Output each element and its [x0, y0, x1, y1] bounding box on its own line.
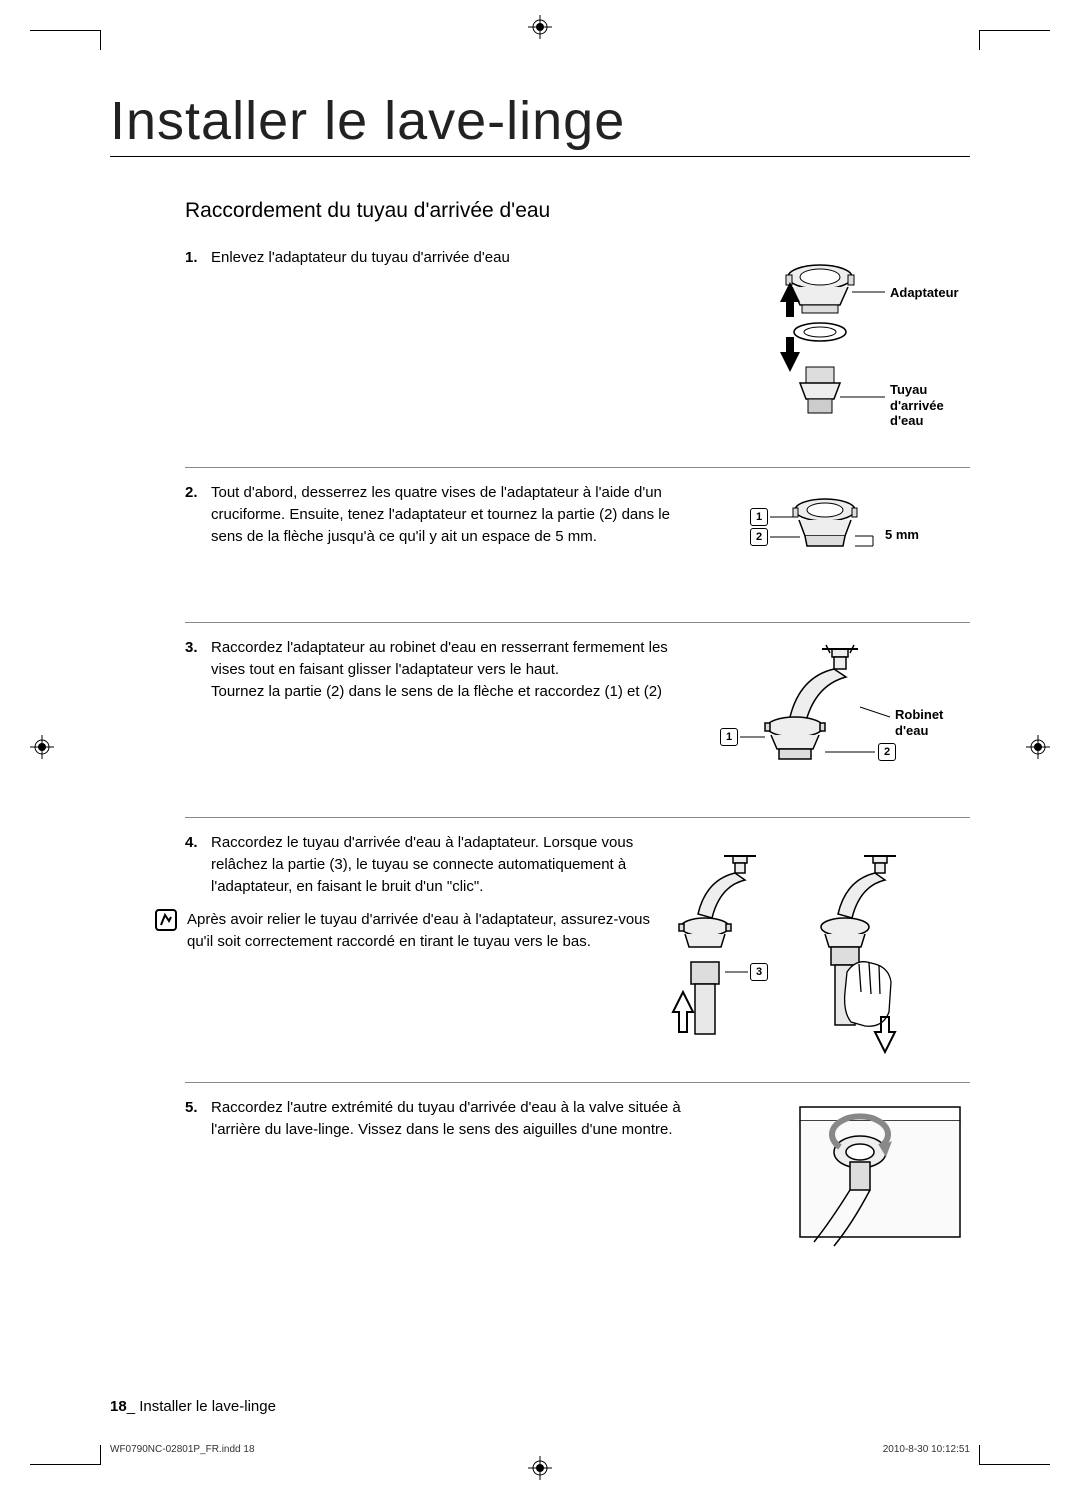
- step-text: Raccordez le tuyau d'arrivée d'eau à l'a…: [211, 832, 650, 897]
- step-3: 3. Raccordez l'adaptateur au robinet d'e…: [185, 622, 970, 797]
- registration-mark-icon: [528, 15, 552, 39]
- crop-mark: [980, 30, 1050, 31]
- step-number: 5.: [185, 1097, 203, 1141]
- print-file-meta: WF0790NC-02801P_FR.indd 18: [110, 1444, 255, 1455]
- section-subtitle: Raccordement du tuyau d'arrivée d'eau: [185, 199, 970, 223]
- step-text: Enlevez l'adaptateur du tuyau d'arrivée …: [211, 247, 510, 269]
- step-number: 4.: [185, 832, 203, 897]
- page-content: Installer le lave-linge Raccordement du …: [110, 90, 970, 1247]
- note-icon: [155, 909, 177, 931]
- diagram-label: 5 mm: [885, 527, 919, 543]
- crop-mark: [980, 1464, 1050, 1465]
- crop-mark: [100, 30, 101, 50]
- diagram-step-5: [710, 1097, 970, 1247]
- step-5: 5. Raccordez l'autre extrémité du tuyau …: [185, 1082, 970, 1247]
- step-text: Tout d'abord, desserrez les quatre vises…: [211, 482, 690, 547]
- diagram-step-4: [670, 832, 970, 1062]
- step-number: 1.: [185, 247, 203, 269]
- page-number: 18: [110, 1398, 127, 1415]
- diagram-label: Robinet d'eau: [895, 707, 970, 738]
- step-number: 2.: [185, 482, 203, 547]
- step-text: Raccordez l'adaptateur au robinet d'eau …: [211, 637, 690, 702]
- registration-mark-icon: [1026, 735, 1050, 759]
- diagram-step-2: [710, 482, 970, 582]
- note-text: Après avoir relier le tuyau d'arrivée d'…: [187, 909, 650, 953]
- footer-text: _ Installer le lave-linge: [127, 1398, 276, 1415]
- page-footer: 18_ Installer le lave-linge: [110, 1398, 276, 1415]
- crop-mark: [30, 1464, 100, 1465]
- step-number: 3.: [185, 637, 203, 702]
- crop-mark: [979, 30, 980, 50]
- step-2: 2. Tout d'abord, desserrez les quatre vi…: [185, 467, 970, 602]
- crop-mark: [30, 30, 100, 31]
- step-4: 4. Raccordez le tuyau d'arrivée d'eau à …: [185, 817, 970, 1062]
- diagram-callout: 3: [750, 963, 768, 981]
- diagram-label: Tuyau d'arrivée d'eau: [890, 382, 970, 429]
- crop-mark: [979, 1445, 980, 1465]
- print-date-meta: 2010-8-30 10:12:51: [883, 1444, 970, 1455]
- step-text: Raccordez l'autre extrémité du tuyau d'a…: [211, 1097, 690, 1141]
- diagram-callout: 1: [750, 508, 768, 526]
- page-title: Installer le lave-linge: [110, 90, 970, 157]
- registration-mark-icon: [528, 1456, 552, 1480]
- diagram-label: Adaptateur: [890, 285, 959, 301]
- registration-mark-icon: [30, 735, 54, 759]
- diagram-callout: 1: [720, 728, 738, 746]
- step-1: 1. Enlevez l'adaptateur du tuyau d'arriv…: [185, 233, 970, 447]
- diagram-callout: 2: [750, 528, 768, 546]
- diagram-callout: 2: [878, 743, 896, 761]
- crop-mark: [100, 1445, 101, 1465]
